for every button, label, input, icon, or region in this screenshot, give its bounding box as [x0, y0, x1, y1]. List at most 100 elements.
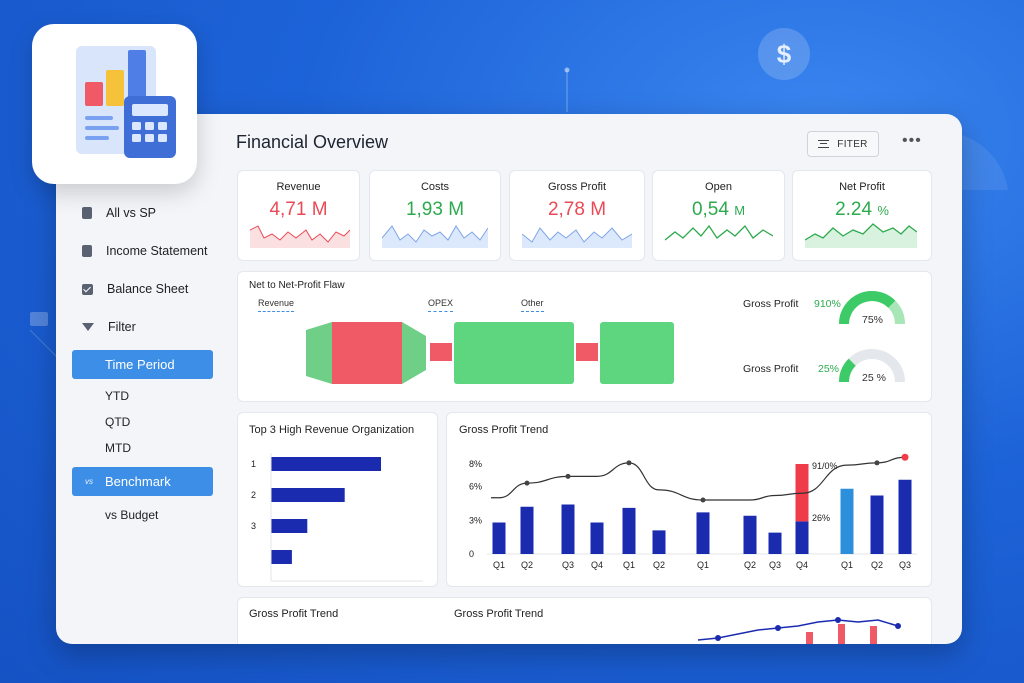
trend-point-highlight [901, 453, 909, 461]
bar [271, 550, 292, 564]
bottom-bar [806, 632, 813, 644]
kpi-card-costs[interactable]: Costs 1,93 M [369, 170, 501, 261]
gross-profit-sparkline [522, 227, 632, 248]
more-options-button[interactable]: ••• [902, 132, 922, 149]
sidebar-item-label: Income Statement [106, 244, 208, 258]
flow-net-block [600, 322, 674, 384]
kpi-label: Costs [420, 181, 450, 193]
x-tick-label: Q2 [744, 560, 756, 570]
kpi-value: 0,54 M [691, 199, 746, 220]
bar [696, 512, 710, 554]
chart-title: Top 3 High Revenue Organization [249, 424, 415, 436]
sidebar-item-label: Filter [108, 320, 136, 334]
sidebar-item-filter[interactable]: Filter [56, 308, 221, 346]
x-tick-label: Q1 [697, 560, 709, 570]
flow-label-other: Other [521, 298, 544, 312]
bottom-trend-chart [698, 617, 901, 644]
flow-diagram [306, 322, 674, 384]
kpi-card-net-profit[interactable]: Net Profit 2.24 % [792, 170, 932, 261]
bottom-bar [870, 626, 877, 644]
gauge-value: 910% [814, 298, 841, 310]
chart-title: Gross Profit Trend [249, 608, 339, 620]
sidebar-item-label: Balance Sheet [107, 282, 189, 296]
bar [795, 521, 809, 554]
bar [271, 457, 381, 471]
bar [743, 515, 757, 554]
bar [271, 519, 308, 533]
gauge-label: Gross Profit [743, 363, 799, 375]
time-period-button[interactable]: Time Period [72, 350, 213, 379]
kpi-card-gross-profit[interactable]: Gross Profit 2,78 M [509, 170, 645, 261]
flow-input-shape [306, 322, 332, 384]
bar [898, 479, 912, 554]
time-option-qtd[interactable]: QTD [105, 415, 131, 429]
kpi-label: Open [705, 181, 732, 193]
flow-opex-link [430, 343, 452, 361]
dashboard-window: All vs SP Income Statement Balance Sheet… [56, 114, 962, 644]
kpi-card-revenue[interactable]: Revenue 4,71 M [237, 170, 360, 261]
bar [492, 522, 506, 554]
gauge-fill [839, 291, 896, 325]
bottom-trend-card: Gross Profit Trend Gross Profit Trend [237, 597, 932, 644]
sidebar-item-income-statement[interactable]: Income Statement [56, 232, 221, 270]
gross-profit-trend-chart: 0 3% 6% 8% Q1 Q2 Q3 Q4 Q1 Q2 Q1 Q2 Q3 Q4 Q1 Q2 Q3 91/0% 26… [469, 453, 917, 570]
flow-revenue-block [332, 322, 402, 384]
gauge-value: 25% [818, 363, 840, 375]
document-icon [82, 245, 92, 257]
kpi-card-open[interactable]: Open 0,54 M [652, 170, 785, 261]
open-sparkline [665, 224, 773, 241]
net-profit-flow-card: Net to Net-Profit Flaw Revenue OPEX Othe… [237, 271, 932, 402]
x-tick-label: Q1 [841, 560, 853, 570]
bottom-bar [838, 624, 845, 644]
gross-profit-trend-card: Gross Profit Trend 0 3% 6% 8% Q1 Q2 Q3 Q4 Q1 Q2 Q1… [446, 412, 932, 587]
x-tick-label: Q2 [653, 560, 665, 570]
y-tick-label: 8% [469, 459, 482, 469]
category-label: 2 [251, 490, 256, 500]
gauge-percent: 25 % [862, 372, 886, 384]
filter-lines-icon [818, 140, 830, 148]
annotation-label: 91/0% [812, 461, 838, 471]
filter-icon [82, 323, 94, 331]
gauge-fill [839, 358, 856, 383]
bar [561, 504, 575, 554]
top-revenue-bar-chart: 1 2 3 [251, 453, 423, 582]
checkbox-icon [82, 283, 93, 295]
sidebar: All vs SP Income Statement Balance Sheet… [56, 194, 221, 528]
y-tick-label: 3% [469, 515, 482, 525]
x-tick-label: Q3 [899, 560, 911, 570]
benchmark-button[interactable]: vs Benchmark [72, 467, 213, 496]
bar [840, 488, 854, 554]
kpi-label: Gross Profit [547, 181, 607, 193]
sidebar-item-label: All vs SP [106, 206, 157, 220]
time-option-mtd[interactable]: MTD [105, 441, 131, 455]
x-tick-label: Q1 [623, 560, 635, 570]
flow-gross-block [454, 322, 574, 384]
bottom-point [775, 625, 781, 631]
kpi-value: 2,78 M [547, 199, 607, 220]
net-profit-sparkline [805, 223, 917, 248]
flow-connector [402, 322, 426, 384]
bar [768, 532, 782, 554]
costs-sparkline [382, 225, 488, 248]
filter-button[interactable]: FITER [807, 131, 879, 157]
top-revenue-card: Top 3 High Revenue Organization 1 2 3 [237, 412, 438, 587]
benchmark-option-budget[interactable]: vs Budget [105, 508, 159, 522]
x-tick-label: Q4 [796, 560, 808, 570]
trend-point [565, 473, 571, 479]
flow-label-revenue: Revenue [258, 298, 295, 312]
time-option-ytd[interactable]: YTD [105, 389, 129, 403]
flow-label-opex: OPEX [428, 298, 454, 312]
bar [590, 522, 604, 554]
gauge-percent: 75% [862, 314, 884, 326]
kpi-label: Revenue [276, 181, 321, 193]
x-tick-label: Q3 [769, 560, 781, 570]
sidebar-item-all-vs-sp[interactable]: All vs SP [56, 194, 221, 232]
trend-point [874, 460, 880, 466]
page-title: Financial Overview [236, 132, 389, 152]
annotation-label: 26% [812, 513, 830, 523]
y-tick-label: 6% [469, 482, 482, 492]
x-tick-label: Q4 [591, 560, 603, 570]
dollar-circle-icon: $ [758, 28, 810, 80]
x-tick-label: Q2 [521, 560, 533, 570]
sidebar-item-balance-sheet[interactable]: Balance Sheet [56, 270, 221, 308]
